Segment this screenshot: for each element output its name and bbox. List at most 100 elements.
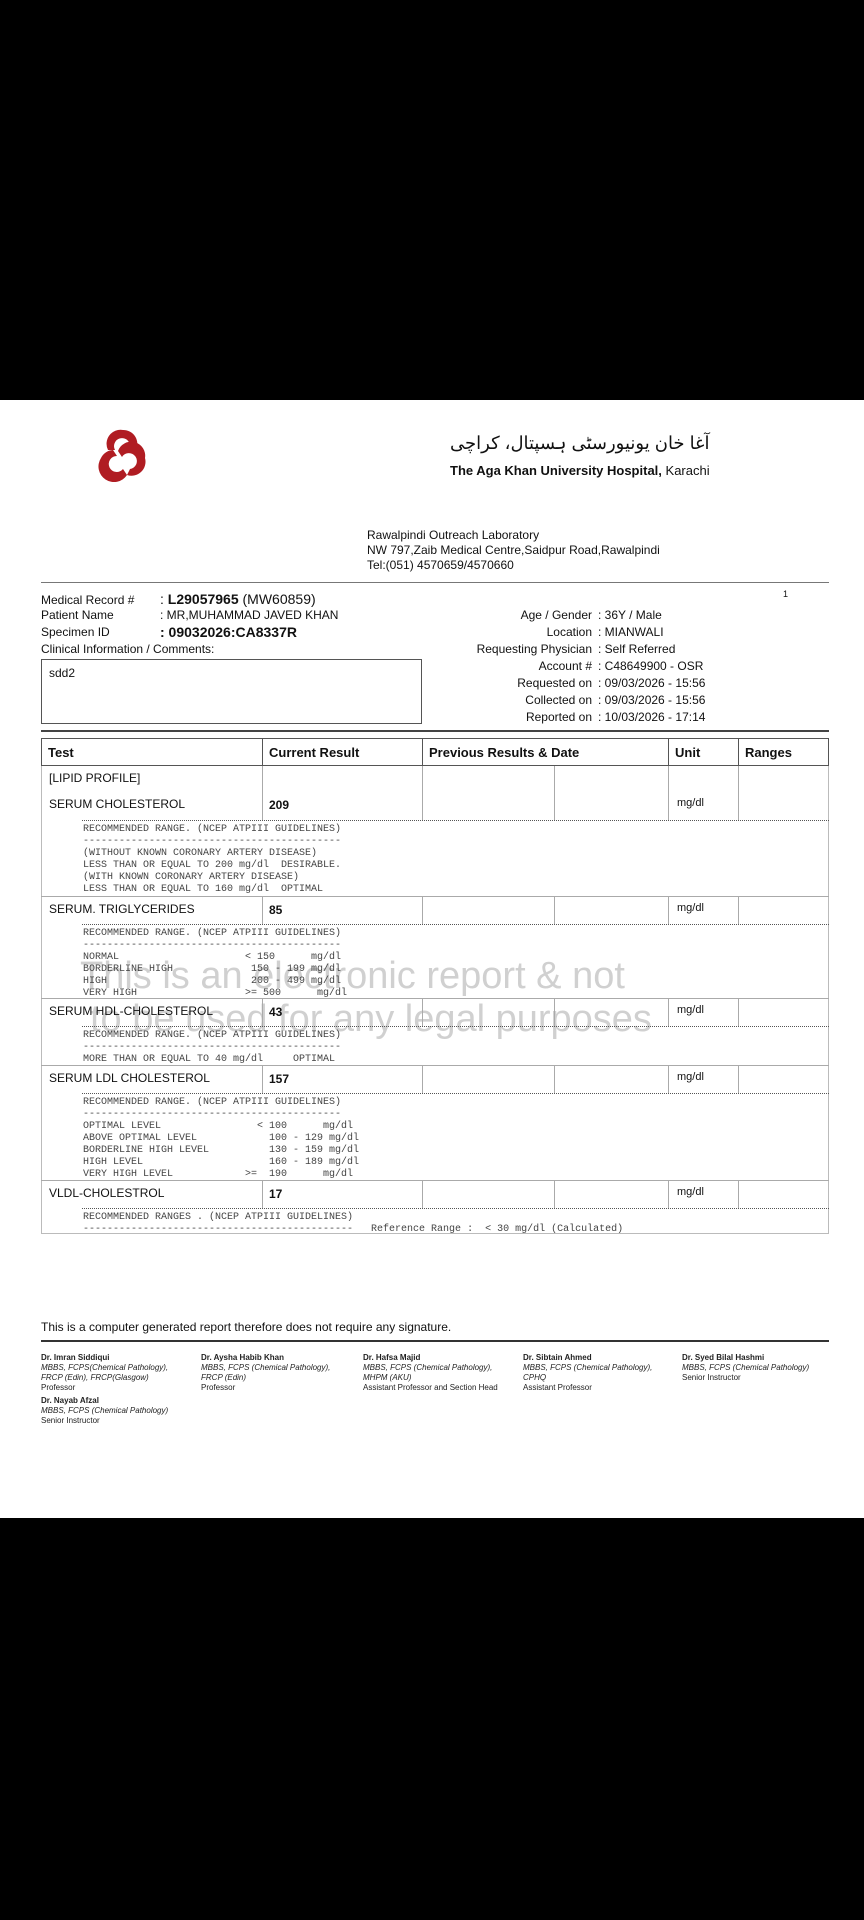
hospital-urdu-name: آغا خان یونیورسٹی ہسپتال، کراچی bbox=[450, 433, 710, 453]
info-label: Reported on bbox=[525, 710, 592, 724]
info-value: : 36Y / Male bbox=[598, 608, 662, 622]
lab-tel: Tel:(051) 4570659/4570660 bbox=[367, 558, 514, 572]
test-name: VLDL-CHOLESTROL bbox=[49, 1186, 165, 1200]
test-name: SERUM. TRIGLYCERIDES bbox=[49, 902, 195, 916]
mr-label: Medical Record # bbox=[41, 593, 135, 607]
reference-notes: RECOMMENDED RANGE. (NCEP ATPIII GUIDELIN… bbox=[83, 1030, 342, 1065]
column-divider bbox=[668, 766, 669, 820]
row-divider bbox=[41, 896, 829, 897]
hospital-name: The Aga Khan University Hospital, Karach… bbox=[450, 463, 710, 478]
column-divider bbox=[422, 1180, 423, 1208]
page-number: 1 bbox=[783, 589, 789, 599]
current-result: 157 bbox=[269, 1072, 290, 1086]
unit: mg/dl bbox=[677, 1071, 704, 1083]
col-previous-results: Previous Results & Date bbox=[422, 738, 669, 766]
column-divider bbox=[262, 766, 263, 820]
current-result: 209 bbox=[269, 798, 290, 812]
column-divider bbox=[668, 1065, 669, 1093]
dotted-separator bbox=[82, 1026, 829, 1027]
column-divider bbox=[738, 1180, 739, 1208]
info-label: Requested on bbox=[517, 676, 592, 690]
signature-note: This is a computer generated report ther… bbox=[41, 1320, 452, 1334]
current-result: 85 bbox=[269, 903, 283, 917]
row-divider bbox=[41, 1065, 829, 1066]
lab-address: NW 797,Zaib Medical Centre,Saidpur Road,… bbox=[367, 543, 660, 557]
unit: mg/dl bbox=[677, 1004, 704, 1016]
column-divider bbox=[668, 896, 669, 924]
column-divider bbox=[422, 1065, 423, 1093]
column-divider bbox=[738, 1065, 739, 1093]
column-divider bbox=[262, 896, 263, 924]
column-divider bbox=[554, 1065, 555, 1093]
column-divider bbox=[668, 998, 669, 1026]
info-value: : C48649900 - OSR bbox=[598, 659, 704, 673]
results-table-body bbox=[41, 766, 829, 1234]
reference-notes: RECOMMENDED RANGE. (NCEP ATPIII GUIDELIN… bbox=[83, 1097, 360, 1180]
doctor-credit: Dr. Nayab Afzal MBBS, FCPS (Chemical Path… bbox=[41, 1396, 169, 1425]
column-divider bbox=[422, 998, 423, 1026]
clinical-label: Clinical Information / Comments: bbox=[41, 642, 215, 656]
column-divider bbox=[262, 998, 263, 1026]
info-label: Collected on bbox=[525, 693, 592, 707]
current-result: 17 bbox=[269, 1187, 283, 1201]
info-value: : Self Referred bbox=[598, 642, 676, 656]
comments-box: sdd2 bbox=[41, 659, 422, 724]
test-name: SERUM HDL-CHOLESTEROL bbox=[49, 1004, 214, 1018]
akuh-logo-icon bbox=[98, 429, 146, 483]
doctor-credit: Dr. Imran Siddiqui MBBS, FCPS(Chemical Pa… bbox=[41, 1353, 169, 1392]
col-test: Test bbox=[41, 738, 263, 766]
unit: mg/dl bbox=[677, 1186, 704, 1198]
column-divider bbox=[738, 896, 739, 924]
doctor-credit: Dr. Hafsa Majid MBBS, FCPS (Chemical Path… bbox=[363, 1353, 498, 1392]
reference-notes: RECOMMENDED RANGE. (NCEP ATPIII GUIDELIN… bbox=[83, 928, 348, 999]
column-divider bbox=[738, 766, 739, 820]
patient-name-value: : MR,MUHAMMAD JAVED KHAN bbox=[160, 608, 339, 622]
column-divider bbox=[262, 1180, 263, 1208]
unit: mg/dl bbox=[677, 902, 704, 914]
test-name: SERUM CHOLESTEROL bbox=[49, 797, 186, 811]
column-divider bbox=[422, 766, 423, 820]
test-name: SERUM LDL CHOLESTEROL bbox=[49, 1071, 210, 1085]
column-divider bbox=[262, 1065, 263, 1093]
info-label: Location bbox=[546, 625, 592, 639]
info-value: : 10/03/2026 - 17:14 bbox=[598, 710, 706, 724]
current-result: 43 bbox=[269, 1005, 283, 1019]
info-label: Age / Gender bbox=[520, 608, 592, 622]
col-unit: Unit bbox=[668, 738, 739, 766]
watermark-line-2: to be used for any legal purposes bbox=[90, 998, 652, 1040]
col-ranges: Ranges bbox=[738, 738, 829, 766]
reference-notes: RECOMMENDED RANGES . (NCEP ATPIII GUIDEL… bbox=[83, 1212, 624, 1235]
col-current-result: Current Result bbox=[262, 738, 423, 766]
unit: mg/dl bbox=[677, 797, 704, 809]
reference-notes: RECOMMENDED RANGE. (NCEP ATPIII GUIDELIN… bbox=[83, 824, 342, 895]
patient-name-label: Patient Name bbox=[41, 608, 114, 622]
lab-address-block: Rawalpindi Outreach Laboratory NW 797,Za… bbox=[367, 528, 660, 573]
doctor-credit: Dr. Syed Bilal Hashmi MBBS, FCPS (Chemica… bbox=[682, 1353, 810, 1382]
specimen-label: Specimen ID bbox=[41, 625, 110, 639]
column-divider bbox=[738, 998, 739, 1026]
mr-value: : L29057965 (MW60859) bbox=[160, 591, 316, 607]
column-divider bbox=[554, 766, 555, 820]
dotted-separator bbox=[82, 1208, 829, 1209]
doctor-credit: Dr. Aysha Habib Khan MBBS, FCPS (Chemical… bbox=[201, 1353, 331, 1392]
row-divider bbox=[41, 1180, 829, 1181]
column-divider bbox=[422, 896, 423, 924]
column-divider bbox=[554, 1180, 555, 1208]
lab-report-page: آغا خان یونیورسٹی ہسپتال، کراچی The Aga … bbox=[0, 400, 864, 1518]
dotted-separator bbox=[82, 924, 829, 925]
info-value: : MIANWALI bbox=[598, 625, 664, 639]
info-value: : 09/03/2026 - 15:56 bbox=[598, 693, 706, 707]
info-label: Account # bbox=[538, 659, 592, 673]
info-label: Requesting Physician bbox=[476, 642, 592, 656]
watermark-line-1: This is an electronic report & not bbox=[80, 955, 625, 997]
column-divider bbox=[668, 1180, 669, 1208]
column-divider bbox=[554, 998, 555, 1026]
specimen-value: : 09032026:CA8337R bbox=[160, 624, 297, 640]
dotted-separator bbox=[82, 820, 829, 821]
lab-name: Rawalpindi Outreach Laboratory bbox=[367, 528, 540, 542]
section-title: [LIPID PROFILE] bbox=[49, 771, 141, 785]
row-divider bbox=[41, 998, 829, 999]
dotted-separator bbox=[82, 1093, 829, 1094]
doctor-credit: Dr. Sibtain Ahmed MBBS, FCPS (Chemical Pa… bbox=[523, 1353, 653, 1392]
column-divider bbox=[554, 896, 555, 924]
